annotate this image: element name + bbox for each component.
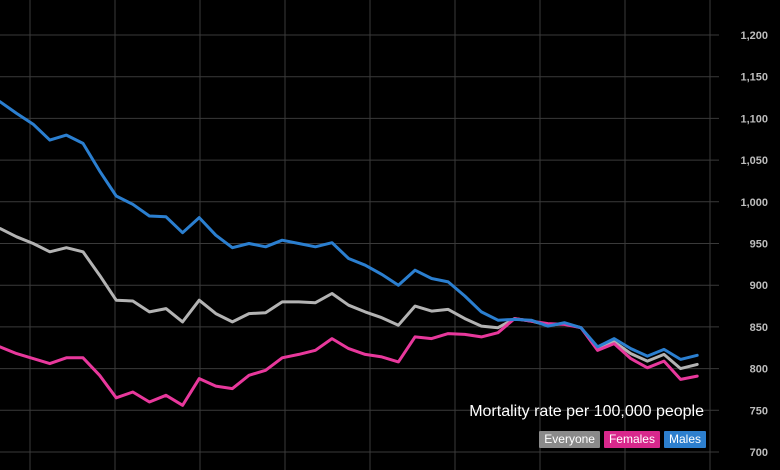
y-tick-label: 850	[750, 322, 768, 334]
series-line-females	[0, 317, 699, 407]
y-tick-label: 1,150	[740, 72, 768, 84]
legend: Everyone Females Males	[539, 431, 706, 448]
grid-lines	[0, 0, 719, 470]
y-tick-label: 700	[750, 447, 768, 459]
y-tick-label: 800	[750, 364, 768, 376]
y-tick-label: 1,200	[740, 30, 768, 42]
legend-title: Mortality rate per 100,000 people	[469, 403, 704, 420]
y-tick-label: 1,000	[740, 197, 768, 209]
y-tick-label: 1,050	[740, 155, 768, 167]
legend-item-females[interactable]: Females	[603, 431, 660, 448]
y-tick-label: 750	[750, 405, 768, 417]
legend-item-everyone[interactable]: Everyone	[539, 431, 600, 448]
series-lines	[0, 100, 699, 407]
y-tick-label: 900	[750, 280, 768, 292]
y-tick-label: 1,100	[740, 113, 768, 125]
y-tick-label: 950	[750, 239, 768, 251]
series-line-males	[0, 100, 699, 361]
y-axis-tick-labels: 700 750 800 850 900 950 1,000 1,050 1,100 1,150 1,…	[740, 30, 768, 459]
legend-item-males[interactable]: Males	[663, 431, 706, 448]
